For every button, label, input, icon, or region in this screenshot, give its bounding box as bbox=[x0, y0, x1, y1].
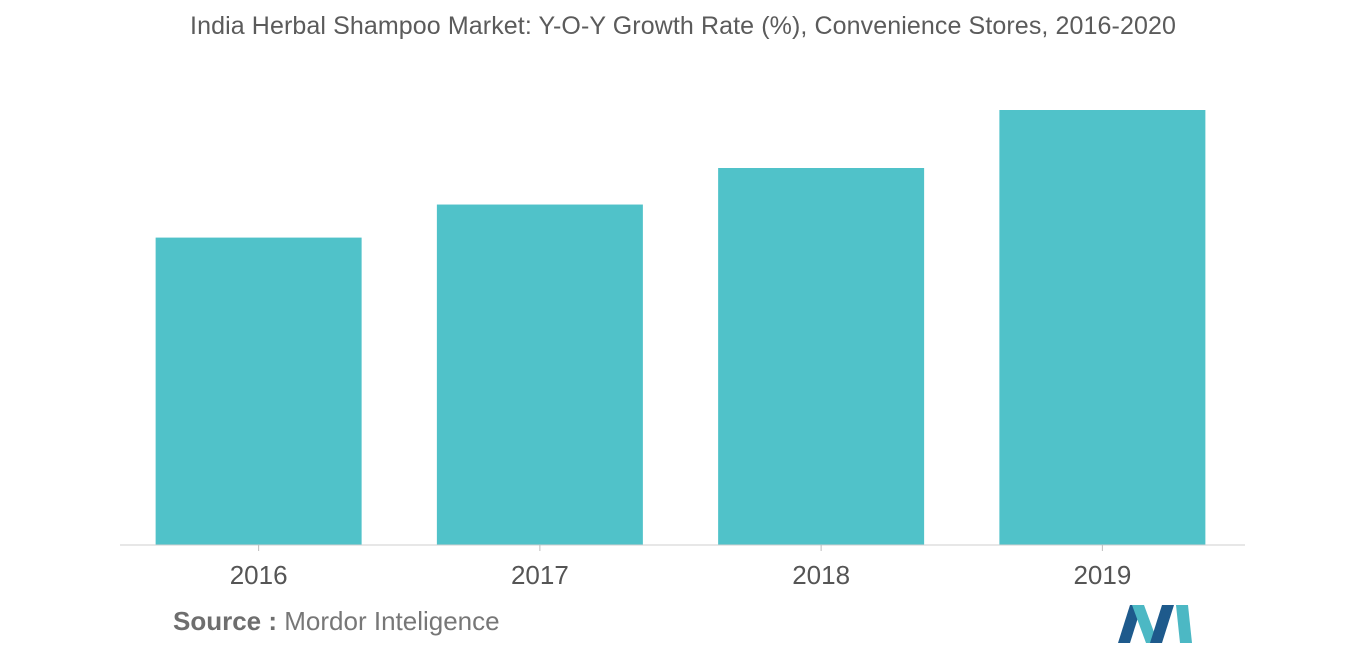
x-tick-label-2017: 2017 bbox=[511, 560, 569, 590]
source-note: Source : Mordor Inteligence bbox=[173, 606, 500, 637]
source-text: Mordor Inteligence bbox=[284, 606, 500, 636]
bars-group bbox=[155, 110, 1206, 546]
bar-chart: 2016 2017 2018 2019 bbox=[120, 110, 1245, 590]
x-tick-label-2019: 2019 bbox=[1073, 560, 1131, 590]
x-tick-label-2018: 2018 bbox=[792, 560, 850, 590]
chart-title: India Herbal Shampoo Market: Y-O-Y Growt… bbox=[190, 12, 1176, 40]
source-label: Source : bbox=[173, 606, 278, 636]
bar-2019 bbox=[999, 110, 1206, 545]
bar-2016 bbox=[155, 237, 362, 545]
bar-2017 bbox=[436, 204, 643, 546]
x-axis-ticks: 2016 2017 2018 2019 bbox=[230, 545, 1131, 590]
x-tick-label-2016: 2016 bbox=[230, 560, 288, 590]
mordor-intelligence-logo-icon bbox=[1118, 605, 1192, 643]
bar-2018 bbox=[718, 168, 925, 545]
